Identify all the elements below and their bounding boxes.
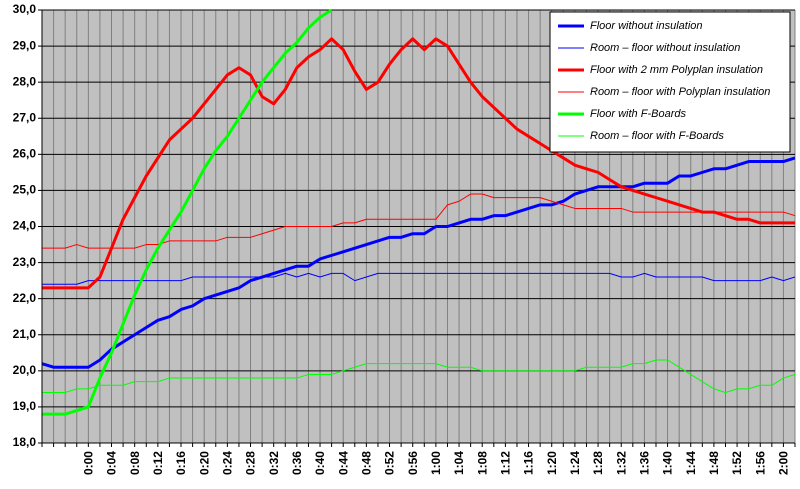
- y-tick-label: 21,0: [13, 327, 37, 341]
- series-line: [42, 37, 795, 290]
- x-tick-label: 0:44: [336, 451, 350, 475]
- x-tick-label: 0:52: [383, 451, 397, 475]
- x-tick-label: 1:36: [638, 451, 652, 475]
- x-tick-label: 0:24: [221, 451, 235, 475]
- x-tick-label: 1:24: [568, 451, 582, 475]
- x-tick-label: 1:40: [661, 451, 675, 475]
- x-tick-label: 1:56: [753, 451, 767, 475]
- x-tick-label: 0:08: [128, 451, 142, 475]
- legend: Floor without insulation Room – floor wit…: [549, 11, 791, 153]
- legend-label: Room – floor with Polyplan insulation: [590, 86, 770, 98]
- y-tick-label: 28,0: [13, 74, 37, 88]
- y-tick-label: 22,0: [13, 291, 37, 305]
- x-tick-label: 1:12: [499, 451, 513, 475]
- x-tick-label: 1:08: [475, 451, 489, 475]
- x-tick-label: 0:20: [197, 451, 211, 475]
- x-tick-label: 1:52: [730, 451, 744, 475]
- legend-label: Room – floor with F-Boards: [590, 130, 724, 142]
- y-tick-label: 29,0: [13, 38, 37, 52]
- x-tick-label: 2:00: [777, 451, 791, 475]
- y-tick-label: 30,0: [13, 2, 37, 16]
- x-tick-label: 1:44: [684, 451, 698, 475]
- y-tick-label: 18,0: [13, 435, 37, 449]
- y-tick-label: 27,0: [13, 110, 37, 124]
- legend-label: Floor with 2 mm Polyplan insulation: [590, 64, 763, 76]
- legend-label: Floor without insulation: [590, 20, 703, 32]
- legend-label: Floor with F-Boards: [590, 108, 686, 120]
- x-tick-label: 0:28: [244, 451, 258, 475]
- x-tick-label: 0:48: [360, 451, 374, 475]
- lines: [42, 8, 795, 416]
- x-tick-label: 0:40: [313, 451, 327, 475]
- x-tick-label: 0:36: [290, 451, 304, 475]
- x-tick-label: 0:32: [267, 451, 281, 475]
- x-tick-label: 1:04: [452, 451, 466, 475]
- series-line: [42, 193, 795, 249]
- series-line: [42, 272, 795, 285]
- x-tick-label: 0:00: [82, 451, 96, 475]
- series-line: [42, 8, 333, 416]
- x-tick-label: 1:28: [591, 451, 605, 475]
- x-tick-label: 1:20: [545, 451, 559, 475]
- x-tick-label: 1:16: [522, 451, 536, 475]
- x-tick-label: 0:12: [151, 451, 165, 475]
- axes: 0:00 0:04 0:08 0:12 0:16 0:20 0:24 0:28 0:32 0:36…: [13, 2, 796, 475]
- x-tick-label: 0:04: [105, 451, 119, 475]
- y-tick-label: 24,0: [13, 219, 37, 233]
- y-tick-label: 25,0: [13, 183, 37, 197]
- y-tick-label: 20,0: [13, 363, 37, 377]
- y-tick-label: 26,0: [13, 147, 37, 161]
- x-tick-label: 1:48: [707, 451, 721, 475]
- x-tick-label: 0:56: [406, 451, 420, 475]
- x-tick-label: 1:00: [429, 451, 443, 475]
- y-tick-label: 23,0: [13, 255, 37, 269]
- legend-label: Room – floor without insulation: [590, 42, 740, 54]
- series-line: [42, 156, 795, 369]
- legend-box: [549, 11, 791, 153]
- series-line: [42, 359, 795, 393]
- x-tick-label: 0:16: [174, 451, 188, 475]
- x-tick-label: 1:32: [614, 451, 628, 475]
- y-tick-label: 19,0: [13, 399, 37, 413]
